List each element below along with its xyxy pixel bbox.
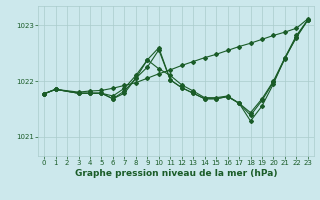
X-axis label: Graphe pression niveau de la mer (hPa): Graphe pression niveau de la mer (hPa)	[75, 169, 277, 178]
